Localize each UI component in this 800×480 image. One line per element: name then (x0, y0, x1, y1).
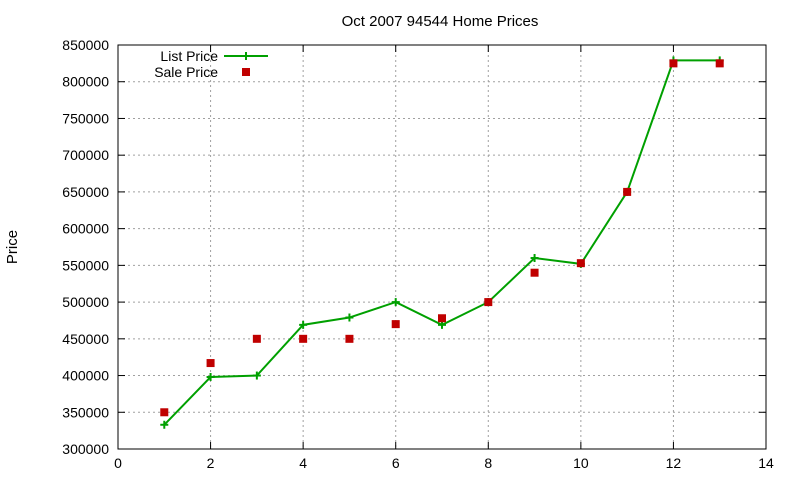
list-price-point (299, 320, 308, 329)
list-price-series (160, 56, 724, 429)
sale-price-point (345, 334, 354, 343)
sale-price-point (299, 334, 308, 343)
x-tick-label: 8 (484, 455, 492, 471)
plot-area-frame (117, 44, 767, 450)
sale-price-point (206, 359, 215, 368)
y-tick-label: 650000 (62, 184, 109, 200)
series-layer (160, 56, 724, 429)
sale-price-point (576, 259, 585, 268)
sale-price-point (715, 59, 724, 68)
x-tick-label: 6 (392, 455, 400, 471)
list-price-point (391, 298, 400, 307)
grid (118, 45, 766, 449)
x-tick-label: 10 (573, 455, 589, 471)
legend-label-list-price: List Price (160, 48, 218, 64)
sale-price-point (669, 59, 678, 68)
x-tick-label: 4 (299, 455, 307, 471)
x-tick-label: 2 (207, 455, 215, 471)
sale-price-point (160, 408, 169, 417)
sale-price-point (242, 68, 250, 76)
x-tick-label: 12 (666, 455, 682, 471)
y-tick-label: 700000 (62, 147, 109, 163)
sale-price-point (623, 187, 632, 196)
axis-ticks: 0 2 4 6 8 10 12 14 300000 350000 400000 450000 50000… (62, 37, 774, 471)
y-tick-label: 550000 (62, 257, 109, 273)
y-tick-label: 300000 (62, 441, 109, 457)
y-tick-label: 450000 (62, 331, 109, 347)
sale-price-point (252, 334, 261, 343)
legend-entry-list-price: List Price (160, 48, 268, 64)
sale-price-point (484, 298, 493, 307)
y-tick-label: 350000 (62, 404, 109, 420)
y-tick-label: 850000 (62, 37, 109, 53)
chart-title: Oct 2007 94544 Home Prices (342, 13, 539, 30)
sale-price-point (530, 268, 539, 277)
y-tick-label: 600000 (62, 221, 109, 237)
y-tick-label: 500000 (62, 294, 109, 310)
y-axis-label: Price (4, 230, 21, 264)
legend-label-sale-price: Sale Price (154, 64, 218, 80)
list-price-point (160, 420, 169, 429)
list-price-point (345, 313, 354, 322)
x-tick-label: 14 (758, 455, 774, 471)
sale-price-point (391, 320, 400, 329)
y-tick-label: 800000 (62, 74, 109, 90)
y-tick-label: 750000 (62, 110, 109, 126)
list-price-point (206, 373, 215, 382)
list-price-point (252, 371, 261, 380)
x-tick-label: 0 (114, 455, 122, 471)
sale-price-series (160, 59, 724, 417)
list-price-line (163, 59, 720, 426)
sale-price-point (438, 314, 446, 323)
legend-entry-sale-price: Sale Price (154, 64, 250, 80)
list-price-point (242, 52, 250, 60)
list-price-point (530, 254, 539, 263)
y-tick-label: 400000 (62, 368, 109, 384)
